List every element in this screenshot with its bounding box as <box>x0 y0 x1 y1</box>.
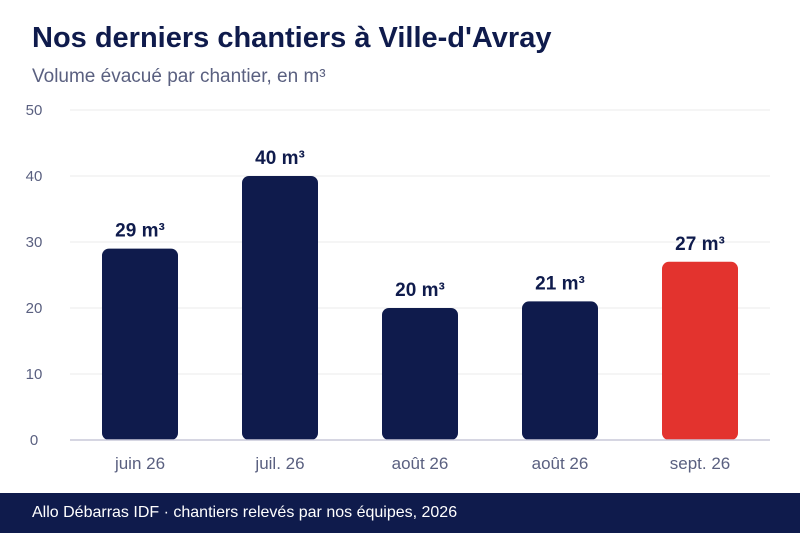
bar-value-label: 29 m³ <box>115 221 165 242</box>
bar-value-label: 40 m³ <box>255 148 305 169</box>
bar-value-label: 27 m³ <box>675 234 725 255</box>
y-tick-label: 40 <box>26 168 43 185</box>
chart-subtitle: Volume évacué par chantier, en m³ <box>32 66 326 87</box>
y-tick-label: 10 <box>26 366 43 383</box>
bar <box>242 176 318 440</box>
footer-bar: Allo Débarras IDF · chantiers relevés pa… <box>0 493 800 533</box>
footer-source: Allo Débarras IDF · chantiers relevés pa… <box>32 504 458 521</box>
x-tick-label: juin 26 <box>114 454 165 473</box>
bar-value-label: 21 m³ <box>535 273 585 294</box>
y-tick-label: 30 <box>26 234 43 251</box>
bar <box>382 308 458 440</box>
bar <box>522 301 598 440</box>
x-tick-label: août 26 <box>532 454 589 473</box>
bar <box>662 261 738 440</box>
bar <box>102 248 178 440</box>
y-tick-label: 20 <box>26 300 43 317</box>
chart-title: Nos derniers chantiers à Ville-d'Avray <box>32 22 552 54</box>
y-tick-label: 0 <box>30 432 38 449</box>
x-tick-label: août 26 <box>392 454 449 473</box>
x-tick-label: juil. 26 <box>254 454 304 473</box>
bar-value-label: 20 m³ <box>395 280 445 301</box>
y-tick-label: 50 <box>26 102 43 119</box>
x-tick-label: sept. 26 <box>670 454 731 473</box>
bar-chart: 0 10 20 30 40 50 29 m³ juin 26 40 m³ juil. 26 20 m… <box>26 102 770 473</box>
